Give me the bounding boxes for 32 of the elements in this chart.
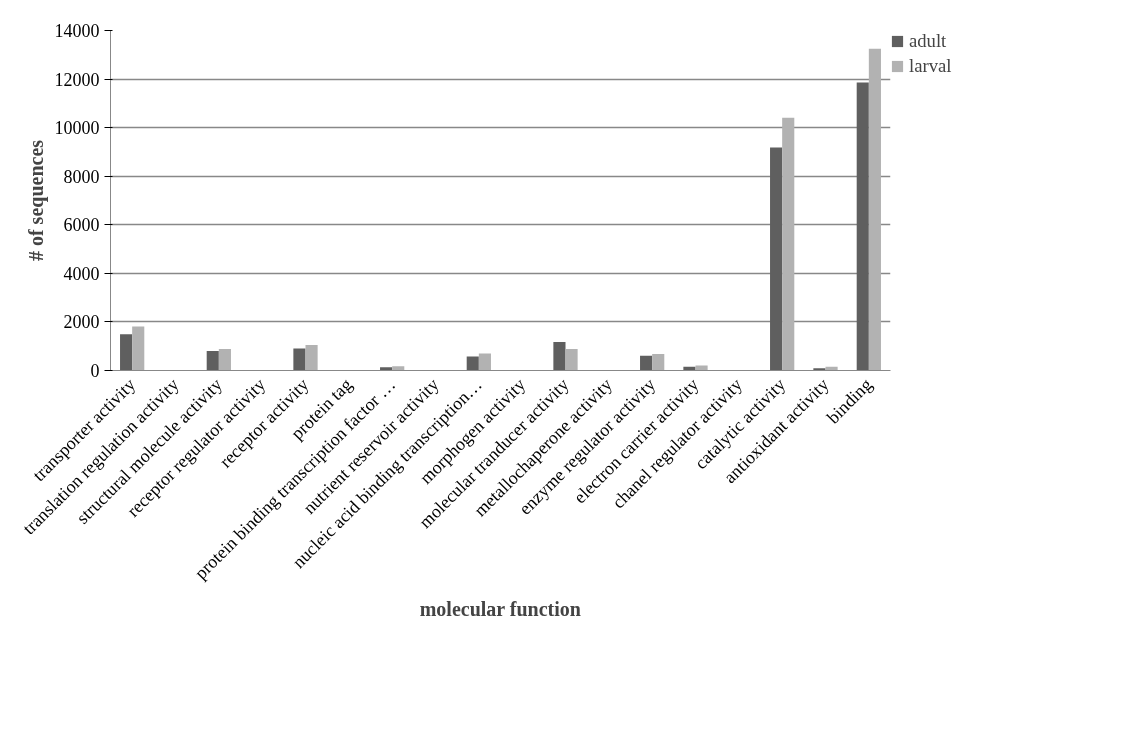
legend-label: adult xyxy=(909,30,947,52)
bar xyxy=(305,345,318,371)
bar xyxy=(770,147,783,371)
y-tick-label: 6000 xyxy=(63,215,100,236)
y-tick-label: 12000 xyxy=(54,69,100,90)
bar xyxy=(868,48,881,371)
bar xyxy=(380,367,393,371)
bar xyxy=(652,353,665,371)
y-axis-title: # of sequences xyxy=(24,139,48,262)
bar xyxy=(695,365,708,371)
legend-label: larval xyxy=(909,55,952,77)
bar xyxy=(478,353,491,371)
bar xyxy=(206,351,219,371)
bar xyxy=(856,82,869,371)
bar xyxy=(565,348,578,371)
y-tick-label: 14000 xyxy=(54,21,100,41)
bar xyxy=(218,348,231,371)
bar xyxy=(466,356,479,371)
x-axis-title: molecular function xyxy=(419,598,581,621)
y-tick-label: 4000 xyxy=(63,263,100,284)
bar xyxy=(392,366,405,371)
bar xyxy=(782,117,795,371)
y-tick-label: 10000 xyxy=(54,118,100,139)
y-tick-label: 8000 xyxy=(63,166,100,187)
y-tick-label: 0 xyxy=(90,361,100,381)
bar xyxy=(120,334,133,371)
bar xyxy=(640,355,653,371)
y-tick-label: 2000 xyxy=(63,312,100,333)
bar xyxy=(813,368,826,371)
bar xyxy=(132,326,145,371)
bar xyxy=(293,348,306,371)
bar xyxy=(553,342,566,371)
